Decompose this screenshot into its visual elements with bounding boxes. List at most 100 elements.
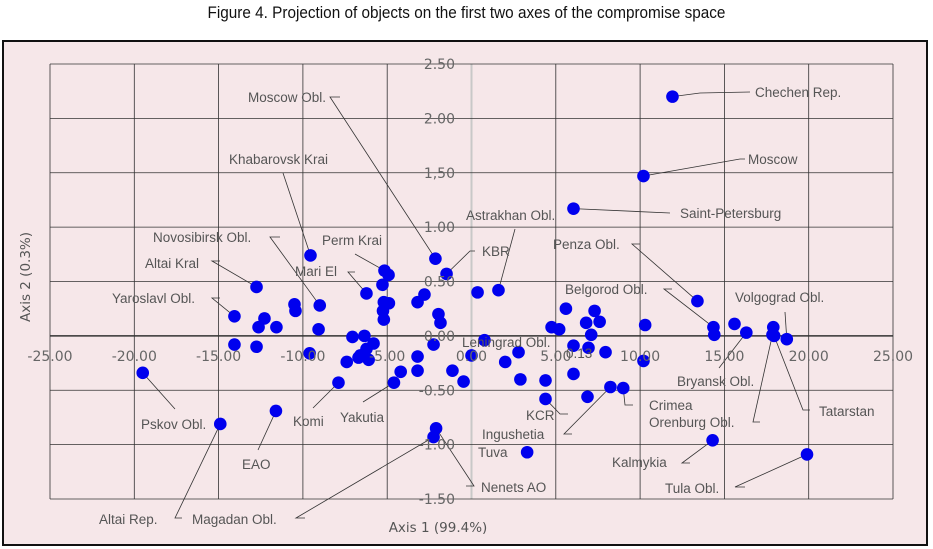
data-point <box>446 364 459 377</box>
x-tick-label: 10.00 <box>620 349 660 365</box>
leader-line <box>269 236 321 306</box>
point-label: Yakutia <box>340 410 385 425</box>
data-point <box>691 294 704 308</box>
point-label: Moscow Obl. <box>248 90 326 105</box>
leader-line <box>752 334 773 423</box>
point-label: Penza Obl. <box>553 237 620 252</box>
point-label: Belgorod Obl. <box>565 282 648 297</box>
point-label: Tula Obl. <box>665 481 719 496</box>
leader-line <box>734 454 808 488</box>
data-point <box>552 323 566 336</box>
leader-line <box>210 260 257 288</box>
data-point <box>269 404 283 418</box>
data-point <box>440 267 453 281</box>
data-point <box>418 288 431 301</box>
leader-line <box>573 208 671 214</box>
leader-line <box>545 398 568 415</box>
chart-title: Figure 4. Projection of objects on the f… <box>207 3 726 22</box>
chart-frame <box>2 40 928 546</box>
y-tick-label: -1.50 <box>419 492 455 508</box>
data-point <box>360 287 373 300</box>
data-point <box>581 390 594 404</box>
y-tick-label: 1.00 <box>424 220 455 236</box>
leader-line <box>142 372 176 410</box>
leader-line <box>643 158 745 177</box>
data-point <box>303 346 316 360</box>
point-label: Volgograd Obl. <box>735 290 824 305</box>
y-tick-label: 0.50 <box>424 275 455 291</box>
point-label: Orenburg Obl. <box>649 415 735 430</box>
point-label: EAO <box>242 457 271 472</box>
point-label: Tuva <box>478 445 508 460</box>
point-label: Magadan Obl. <box>192 512 277 527</box>
leader-line <box>294 436 434 519</box>
data-point <box>346 330 359 344</box>
point-label: Bryansk Obl. <box>677 374 754 389</box>
data-point <box>588 304 601 318</box>
point-label: Crimea <box>649 398 693 413</box>
point-label: Ingushetia <box>482 427 545 442</box>
data-point <box>637 354 650 368</box>
x-tick-label: 25.00 <box>873 349 913 365</box>
leader-line <box>257 410 277 451</box>
data-point <box>411 364 424 377</box>
y-tick-label: -1.00 <box>419 438 455 454</box>
data-point <box>382 268 395 282</box>
point-label: Perm Krai <box>322 233 382 248</box>
data-point <box>584 328 598 342</box>
x-tick-label: 20.00 <box>789 349 829 365</box>
x-tick-label: -10.00 <box>280 349 325 365</box>
data-point <box>213 417 227 431</box>
data-point <box>514 373 527 386</box>
leader-line <box>347 271 367 294</box>
data-point <box>313 299 327 312</box>
point-label: Saint-Petersburg <box>680 206 781 221</box>
x-tick-label: 0.00 <box>456 349 487 365</box>
point-label: Komi <box>293 414 324 429</box>
data-point <box>707 328 721 342</box>
data-point <box>340 355 354 369</box>
data-point <box>427 338 440 351</box>
point-label: Altai Rep. <box>99 512 158 527</box>
leader-line <box>563 386 611 435</box>
point-label: KCR <box>526 408 555 423</box>
grid <box>49 63 894 500</box>
data-point <box>289 304 302 318</box>
data-point <box>780 332 794 346</box>
y-tick-label: 0.00 <box>424 329 455 345</box>
point-label: Mari El <box>295 264 337 279</box>
data-point <box>228 310 241 323</box>
leader-line <box>773 335 810 411</box>
x-tick-label: 15.00 <box>704 349 744 365</box>
data-point <box>767 329 781 343</box>
data-point <box>728 317 741 331</box>
data-point <box>394 365 407 379</box>
data-point <box>358 329 371 343</box>
data-point <box>387 376 401 389</box>
point-labels: Chechen Rep. Moscow Saint-Petersburg Khabar… <box>99 85 875 527</box>
data-point <box>637 169 650 183</box>
leader-line <box>630 243 698 302</box>
data-point <box>582 341 595 355</box>
data-point <box>377 313 391 326</box>
stray-annotation: 0.13 <box>566 346 592 361</box>
point-label: Khabarovsk Krai <box>229 152 328 167</box>
data-point <box>427 430 440 444</box>
data-point <box>457 375 470 388</box>
leader-line <box>662 288 714 328</box>
data-point <box>800 448 814 461</box>
leader-line <box>498 228 516 291</box>
data-points <box>136 90 814 461</box>
point-label: Moscow <box>748 152 798 167</box>
x-tick-label: -20.00 <box>112 349 157 365</box>
data-point <box>376 278 389 292</box>
data-point <box>492 283 505 297</box>
data-point <box>567 367 580 381</box>
data-point <box>567 202 580 215</box>
data-point <box>471 286 484 299</box>
data-point <box>520 445 534 459</box>
data-point <box>429 252 442 265</box>
point-label: Altai Kral <box>145 256 199 271</box>
data-point <box>539 374 552 387</box>
data-point <box>250 340 263 354</box>
